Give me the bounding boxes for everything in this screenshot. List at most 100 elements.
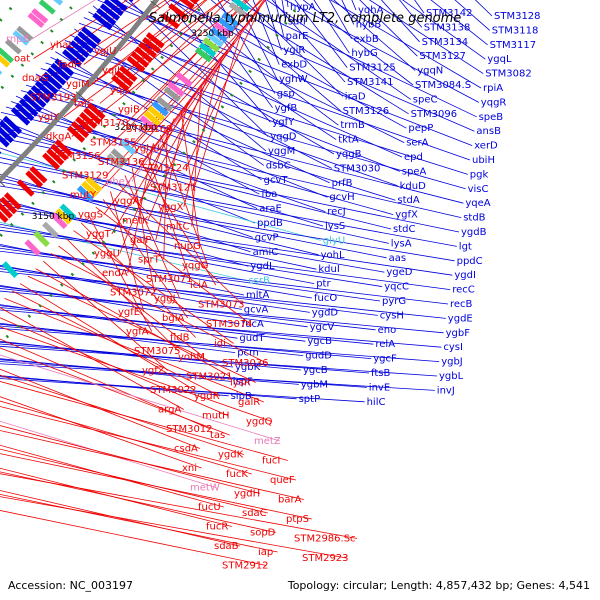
reverse-gene bbox=[189, 0, 199, 5]
gene-label: metW bbox=[190, 483, 220, 494]
cog-block bbox=[139, 115, 157, 132]
accession-text: Accession: NC_003197 bbox=[8, 579, 134, 592]
gene-label: ygqN bbox=[417, 66, 443, 77]
label-line bbox=[63, 0, 224, 118]
tick-mark bbox=[0, 180, 6, 187]
cog-block bbox=[210, 27, 228, 43]
gene-label: csdA bbox=[174, 444, 198, 455]
gene-label: kduI bbox=[318, 264, 339, 275]
gene-label: cysI bbox=[443, 342, 463, 353]
reverse-gene bbox=[0, 202, 13, 219]
reverse-gene bbox=[79, 111, 98, 129]
forward-gene bbox=[99, 3, 121, 21]
label-line bbox=[0, 406, 296, 481]
gene-label: oat bbox=[14, 54, 30, 65]
gene-label: STM3124 bbox=[142, 163, 189, 174]
label-line bbox=[127, 143, 154, 274]
label-line bbox=[0, 345, 438, 377]
reverse-gene bbox=[66, 125, 86, 143]
gene-label: araE bbox=[259, 204, 282, 215]
gene-label: lysR bbox=[230, 378, 251, 389]
gene-label: fucA bbox=[242, 319, 264, 330]
label-line bbox=[45, 62, 398, 187]
gene-label: tolC bbox=[74, 99, 94, 110]
label-line bbox=[145, 151, 191, 280]
gene-label: yqgG bbox=[182, 261, 208, 272]
gene-label: glyU bbox=[323, 235, 345, 246]
cog-block bbox=[221, 12, 240, 28]
label-line bbox=[168, 0, 475, 132]
cog-block bbox=[0, 47, 15, 64]
label-line bbox=[183, 59, 222, 208]
cog-block bbox=[198, 42, 217, 58]
label-line bbox=[0, 374, 244, 455]
cog-block bbox=[228, 2, 247, 18]
feature-track bbox=[0, 0, 251, 279]
forward-gene bbox=[14, 102, 35, 122]
label-line bbox=[0, 307, 184, 410]
label-line bbox=[50, 253, 267, 364]
reverse-gene bbox=[134, 46, 154, 63]
gene-label: yggT bbox=[86, 229, 112, 240]
label-line bbox=[186, 7, 261, 169]
gene-label: metK bbox=[122, 216, 149, 227]
label-line bbox=[142, 0, 266, 163]
reverse-gene bbox=[3, 192, 22, 210]
label-line bbox=[138, 159, 217, 286]
gene-label: yqiK bbox=[110, 85, 132, 96]
label-line bbox=[98, 0, 263, 157]
label-line bbox=[194, 33, 242, 188]
topology-text: Topology: circular; Length: 4,857,432 bp… bbox=[287, 579, 590, 592]
label-line bbox=[0, 448, 268, 514]
label-line bbox=[237, 0, 278, 80]
gene-label: iap bbox=[258, 547, 273, 558]
gene-label: gcvH bbox=[329, 192, 354, 203]
gene-label: galR bbox=[238, 397, 260, 408]
gene-label: yqgD bbox=[270, 132, 297, 143]
label-line bbox=[27, 275, 256, 383]
gene-label: aas bbox=[389, 253, 406, 264]
forward-gene bbox=[26, 89, 47, 108]
cog-block bbox=[202, 37, 221, 53]
gene-label: ygdH bbox=[234, 489, 260, 500]
gene-label: ygdL bbox=[250, 261, 275, 272]
reverse-gene bbox=[145, 32, 165, 49]
label-line bbox=[147, 76, 209, 221]
tick-mark bbox=[75, 91, 86, 101]
label-line bbox=[0, 288, 376, 331]
label-line bbox=[223, 0, 409, 115]
gene-label: sufI bbox=[288, 16, 306, 27]
label-line bbox=[313, 0, 350, 54]
map-title: Salmonella typhimurium LT2, complete gen… bbox=[149, 11, 462, 26]
gene-label: galP bbox=[130, 235, 151, 246]
label-line bbox=[0, 343, 370, 374]
gene-label: STM3075 bbox=[134, 346, 181, 357]
label-line bbox=[155, 101, 189, 241]
gene-label: ygbM bbox=[301, 379, 328, 390]
gene-label: STM3073 bbox=[198, 300, 245, 311]
gene-label: barA bbox=[278, 495, 302, 506]
gene-label: xerD bbox=[474, 141, 498, 152]
cog-block bbox=[213, 22, 232, 38]
reverse-gene bbox=[71, 121, 90, 139]
gene-label: bglA bbox=[162, 313, 184, 324]
reverse-gene bbox=[16, 179, 35, 197]
gene-label: gudD bbox=[305, 351, 332, 362]
label-line bbox=[0, 152, 321, 241]
gene-label: STM3169 bbox=[126, 124, 173, 135]
gene-label: lysA bbox=[391, 238, 412, 249]
gene-label: serA bbox=[406, 138, 428, 149]
gene-labels: hypA yqhA STM3142 STM3128 sufI hybB STM3138 STM… bbox=[6, 2, 541, 572]
cog-block bbox=[0, 70, 3, 76]
gene-label: STM3134 bbox=[422, 37, 469, 48]
gene-label: invE bbox=[369, 382, 390, 393]
label-line bbox=[117, 183, 243, 305]
gene-label: hilC bbox=[367, 397, 386, 408]
gene-label: ansB bbox=[476, 126, 501, 137]
gene-label: trmB bbox=[340, 120, 365, 131]
label-line bbox=[74, 28, 265, 166]
gene-label: hybG bbox=[351, 48, 377, 59]
forward-gene bbox=[46, 67, 67, 86]
gene-label: ygdI bbox=[454, 270, 476, 281]
genome-rings bbox=[0, 0, 304, 346]
